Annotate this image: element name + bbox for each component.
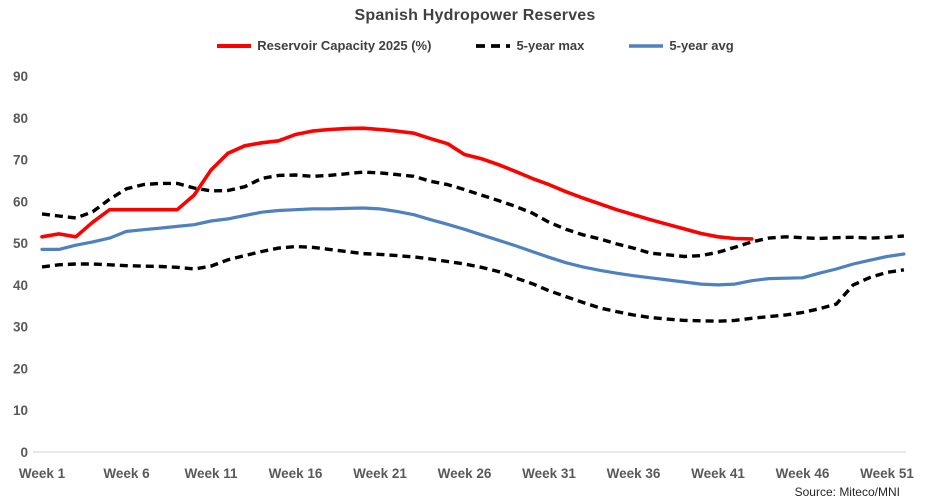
y-tick-label: 60 <box>13 194 28 209</box>
legend-label-reservoir-2025: Reservoir Capacity 2025 (%) <box>257 38 432 53</box>
legend-label-5year-max: 5-year max <box>516 38 585 53</box>
legend-item-5year-avg: 5-year avg <box>628 38 734 53</box>
legend-label-5year-avg: 5-year avg <box>669 38 734 53</box>
x-tick-label: Week 41 <box>691 466 745 481</box>
y-tick-label: 90 <box>13 69 28 84</box>
y-tick-label: 80 <box>13 111 28 126</box>
y-tick-label: 70 <box>13 153 28 168</box>
y-tick-label: 50 <box>13 236 28 251</box>
legend: Reservoir Capacity 2025 (%) 5-year max 5… <box>0 38 950 53</box>
y-tick-label: 20 <box>13 361 28 376</box>
x-tick-label: Week 16 <box>269 466 323 481</box>
legend-item-5year-max: 5-year max <box>475 38 584 53</box>
dashed-line-swatch-icon <box>476 43 511 48</box>
x-tick-label: Week 26 <box>438 466 492 481</box>
series-line-5-year-max <box>41 170 905 259</box>
source-label: Source: Miteco/MNI <box>794 485 900 499</box>
y-tick-label: 40 <box>13 278 28 293</box>
x-tick-label: Week 1 <box>19 466 66 481</box>
x-tick-label: Week 36 <box>607 466 661 481</box>
chart-title: Spanish Hydropower Reserves <box>354 7 596 24</box>
series-line-5-year-avg <box>40 206 906 287</box>
blue-line-swatch-icon <box>629 43 664 48</box>
y-tick-label: 30 <box>13 320 28 335</box>
x-tick-label: Week 46 <box>776 466 830 481</box>
y-tick-label: 10 <box>13 403 28 418</box>
series-line-reservoir-capacity-2025- <box>40 126 754 241</box>
x-tick-label: Week 51 <box>860 466 914 481</box>
red-line-swatch-icon <box>217 43 252 48</box>
series-line-5-year-min <box>41 244 905 323</box>
x-tick-label: Week 11 <box>184 466 238 481</box>
legend-item-reservoir-2025: Reservoir Capacity 2025 (%) <box>216 38 431 53</box>
x-tick-label: Week 31 <box>522 466 576 481</box>
y-tick-label: 0 <box>20 445 28 460</box>
x-tick-label: Week 21 <box>353 466 407 481</box>
x-tick-label: Week 6 <box>103 466 150 481</box>
